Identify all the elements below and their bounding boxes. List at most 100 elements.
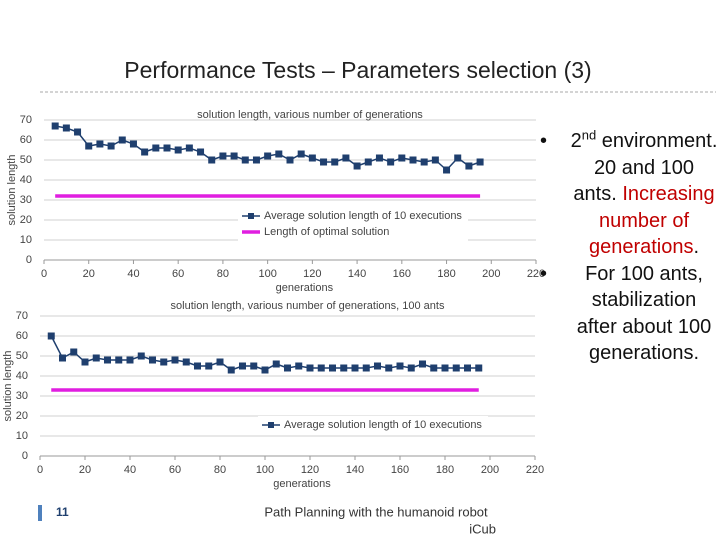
marker	[219, 152, 227, 160]
y-tick-label: 30	[16, 390, 28, 402]
x-tick-label: 120	[303, 268, 321, 280]
y-axis-label: solution length	[2, 351, 14, 422]
x-tick-label: 0	[37, 464, 43, 476]
text: environment. 20 and 100 ants.	[573, 130, 718, 205]
marker	[353, 162, 361, 170]
marker	[182, 358, 190, 366]
marker	[216, 358, 224, 366]
marker	[107, 142, 115, 150]
marker	[275, 150, 283, 158]
marker	[284, 364, 291, 372]
marker	[92, 354, 100, 362]
x-tick-label: 200	[482, 268, 500, 280]
x-tick-label: 220	[526, 464, 544, 476]
marker	[141, 148, 149, 156]
y-tick-label: 60	[16, 330, 28, 342]
slide-title: Performance Tests – Parameters selection…	[124, 57, 591, 83]
x-tick-label: 120	[301, 464, 319, 476]
y-tick-label: 70	[16, 310, 28, 322]
marker	[70, 348, 78, 356]
y-tick-label: 60	[20, 134, 32, 146]
bullet: For 100 ants, stabilization after about …	[540, 261, 718, 367]
marker	[174, 146, 182, 154]
marker	[295, 362, 303, 370]
marker	[419, 360, 426, 368]
x-axis-label: generations	[276, 282, 334, 294]
marker	[396, 362, 404, 370]
x-tick-label: 60	[169, 464, 181, 476]
marker	[197, 148, 205, 156]
y-tick-label: 20	[20, 214, 32, 226]
chart-title: solution length, various number of gener…	[197, 109, 423, 121]
marker	[137, 352, 145, 360]
marker	[452, 364, 460, 372]
y-tick-label: 50	[20, 154, 32, 166]
y-tick-label: 0	[22, 450, 28, 462]
marker	[340, 364, 348, 372]
marker	[374, 362, 381, 370]
x-tick-label: 0	[41, 268, 47, 280]
marker	[476, 158, 484, 166]
marker	[342, 154, 350, 162]
marker	[331, 158, 339, 166]
footer-text: iCub	[469, 521, 496, 536]
text: 2	[570, 130, 582, 152]
marker	[261, 366, 269, 374]
marker	[407, 364, 415, 372]
x-tick-label: 200	[481, 464, 499, 476]
chart-title: solution length, various number of gener…	[171, 300, 445, 312]
marker	[308, 154, 316, 162]
y-tick-label: 40	[16, 370, 28, 382]
y-tick-label: 10	[20, 234, 32, 246]
x-tick-label: 100	[258, 268, 276, 280]
marker	[152, 144, 160, 152]
marker	[329, 364, 336, 372]
marker	[272, 360, 280, 368]
legend-label: Average solution length of 10 executions	[284, 419, 482, 431]
x-tick-label: 160	[393, 268, 411, 280]
marker	[387, 158, 395, 166]
bullets: 2nd environment. 20 and 100 ants. Increa…	[540, 128, 718, 367]
legend-box	[238, 207, 468, 241]
x-tick-label: 40	[124, 464, 136, 476]
legend-label: Length of optimal solution	[264, 226, 389, 238]
marker	[464, 364, 471, 372]
marker	[115, 356, 123, 364]
marker	[241, 156, 249, 164]
marker	[441, 364, 449, 372]
marker	[205, 362, 213, 370]
marker	[51, 122, 59, 130]
y-axis-label: solution length	[6, 155, 18, 226]
superscript: nd	[581, 127, 597, 143]
marker	[239, 362, 246, 370]
marker	[118, 136, 126, 144]
x-tick-label: 80	[217, 268, 229, 280]
marker	[47, 332, 55, 340]
marker	[126, 356, 134, 364]
x-axis-label: generations	[273, 478, 331, 490]
marker	[185, 144, 193, 152]
legend-box	[258, 416, 488, 434]
marker	[443, 166, 451, 174]
marker	[163, 144, 171, 152]
marker	[430, 364, 438, 372]
marker	[129, 140, 137, 148]
marker	[297, 150, 305, 158]
legend-marker	[248, 213, 254, 219]
marker	[62, 124, 70, 132]
legend-marker	[268, 422, 274, 428]
marker	[250, 362, 258, 370]
marker	[362, 364, 370, 372]
marker	[409, 156, 417, 164]
marker	[431, 156, 439, 164]
marker	[149, 356, 156, 364]
marker	[317, 364, 325, 372]
y-tick-label: 30	[20, 194, 32, 206]
x-tick-label: 20	[83, 268, 95, 280]
x-tick-label: 160	[391, 464, 409, 476]
x-tick-label: 140	[348, 268, 366, 280]
marker	[230, 152, 238, 160]
x-tick-label: 60	[172, 268, 184, 280]
marker	[208, 156, 216, 164]
